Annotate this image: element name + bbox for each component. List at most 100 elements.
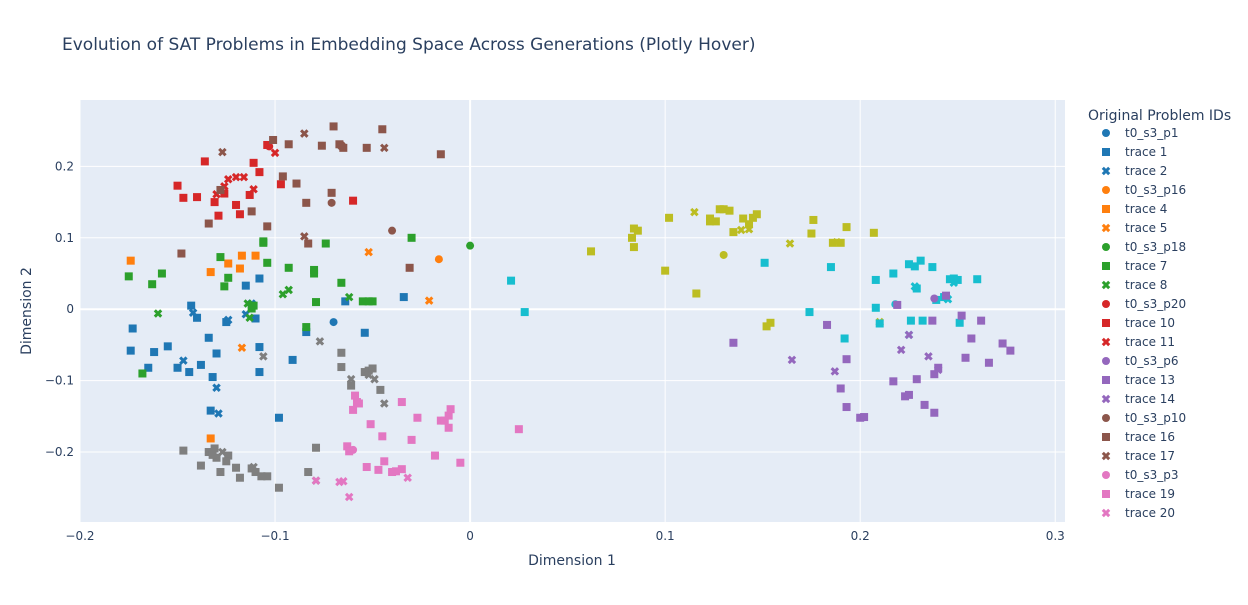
data-point xyxy=(351,391,360,400)
data-point xyxy=(413,413,422,422)
data-point xyxy=(177,249,186,258)
data-point xyxy=(349,196,358,205)
data-point xyxy=(587,247,596,256)
legend-marker xyxy=(1102,471,1110,479)
data-point xyxy=(343,442,352,451)
data-point xyxy=(360,328,369,337)
data-point xyxy=(188,308,198,318)
data-point xyxy=(218,147,227,157)
data-point xyxy=(224,451,233,460)
data-point xyxy=(150,348,159,357)
data-point xyxy=(302,323,311,332)
legend-marker xyxy=(1101,280,1111,290)
data-point xyxy=(204,219,213,228)
data-point xyxy=(263,472,272,481)
data-point xyxy=(744,224,754,234)
data-point xyxy=(745,220,754,229)
data-point xyxy=(434,255,443,264)
data-point xyxy=(302,328,311,337)
data-point xyxy=(288,355,297,364)
data-point xyxy=(440,416,449,425)
data-point xyxy=(200,157,209,166)
data-point xyxy=(212,349,221,358)
data-point xyxy=(368,297,377,306)
data-point xyxy=(391,467,400,476)
x-tick-label: −0.2 xyxy=(65,529,94,543)
data-point xyxy=(173,181,182,190)
data-point xyxy=(889,377,898,386)
legend-marker xyxy=(1101,223,1111,233)
data-point xyxy=(144,363,153,372)
data-point xyxy=(456,458,465,467)
data-point xyxy=(514,425,523,434)
data-point xyxy=(403,473,412,482)
data-point xyxy=(173,363,182,372)
legend-item-label: t0_s3_p20 xyxy=(1125,297,1186,311)
data-point xyxy=(138,369,147,378)
data-point xyxy=(910,262,919,271)
data-point xyxy=(364,247,373,257)
data-point xyxy=(869,228,878,237)
legend-item-label: trace 20 xyxy=(1125,506,1175,520)
data-point xyxy=(871,303,880,312)
data-point xyxy=(249,301,258,310)
data-point xyxy=(327,188,336,197)
data-point xyxy=(329,122,338,131)
data-point xyxy=(237,251,246,260)
data-point xyxy=(362,143,371,152)
x-tick-label: 0.2 xyxy=(851,529,870,543)
legend-item-label: trace 2 xyxy=(1125,164,1167,178)
data-point xyxy=(910,282,920,291)
data-point xyxy=(218,447,227,457)
data-point xyxy=(399,293,408,302)
data-point xyxy=(904,330,914,340)
data-point xyxy=(208,373,217,382)
data-point xyxy=(344,492,354,502)
legend-marker xyxy=(1101,451,1111,461)
data-point xyxy=(430,451,439,460)
data-point xyxy=(912,375,921,384)
data-point xyxy=(380,457,389,466)
data-point xyxy=(216,185,225,194)
data-point xyxy=(346,374,356,384)
data-point xyxy=(520,308,529,317)
data-point xyxy=(196,461,205,470)
data-point xyxy=(210,198,219,207)
data-point xyxy=(214,409,223,418)
data-point xyxy=(235,210,244,219)
x-tick-label: 0 xyxy=(466,529,474,543)
legend-marker xyxy=(1102,243,1110,251)
data-point xyxy=(977,316,986,325)
x-tick-label: 0.1 xyxy=(656,529,675,543)
x-tick-label: −0.1 xyxy=(260,529,289,543)
legend-marker xyxy=(1101,166,1111,176)
data-point xyxy=(153,309,163,318)
data-point xyxy=(245,313,254,323)
data-point xyxy=(436,150,445,159)
data-point xyxy=(832,237,842,247)
data-point xyxy=(930,408,939,417)
legend-marker xyxy=(1102,414,1110,422)
data-point xyxy=(327,198,336,207)
y-tick-label: −0.2 xyxy=(45,445,74,459)
legend-item-label: t0_s3_p10 xyxy=(1125,411,1186,425)
data-point xyxy=(300,232,309,241)
data-point xyxy=(836,384,845,393)
data-point xyxy=(711,217,720,226)
data-point xyxy=(934,363,943,372)
data-point xyxy=(224,273,233,282)
data-point xyxy=(300,129,309,138)
data-point xyxy=(243,299,253,308)
data-point xyxy=(339,477,348,486)
data-point xyxy=(930,294,939,303)
data-point xyxy=(896,345,906,355)
data-point xyxy=(315,337,325,346)
data-point xyxy=(955,318,964,327)
data-point xyxy=(210,444,219,453)
data-point xyxy=(337,278,346,287)
data-point xyxy=(719,205,728,214)
data-point xyxy=(126,346,135,355)
legend-item-label: trace 19 xyxy=(1125,487,1175,501)
data-point xyxy=(263,222,272,231)
